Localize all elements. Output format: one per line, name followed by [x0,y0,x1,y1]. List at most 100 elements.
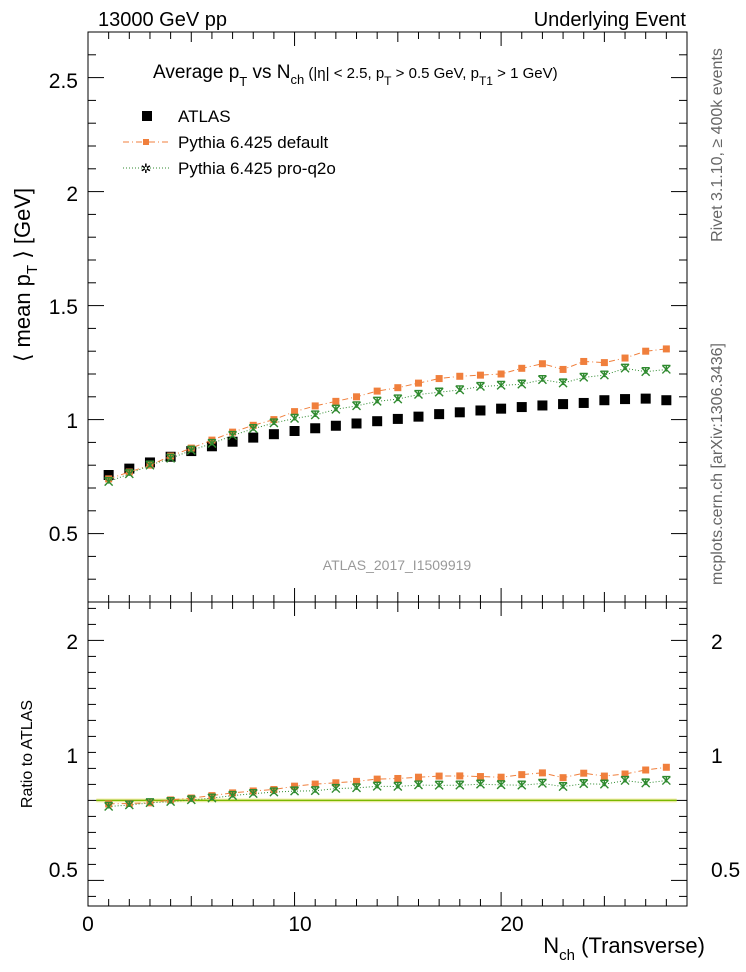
side-events-text: Rivet 3.1.10, ≥ 400k events [709,48,726,242]
data-point-pythia-6-425-default [497,773,505,781]
data-point-atlas [227,436,238,447]
data-point-pythia-6-425-default [311,402,319,410]
data-point-pythia-6-425-default [600,359,608,367]
data-point-pythia-6-425-default [476,773,484,781]
data-point-pythia-6-425-default [311,780,319,788]
data-point-pythia-6-425-pro-q2o [310,786,320,796]
data-point-pythia-6-425-pro-q2o [372,781,382,791]
data-point-atlas [640,393,651,404]
ratio-y-tick-label-right: 1 [711,745,723,768]
data-point-pythia-6-425-default [394,384,402,392]
data-point-pythia-6-425-pro-q2o [393,394,403,404]
data-point-pythia-6-425-pro-q2o [517,379,527,389]
ratio-y-tick-label: 1 [66,745,78,768]
data-point-pythia-6-425-default [394,774,402,782]
data-point-pythia-6-425-pro-q2o [620,363,630,373]
data-point-pythia-6-425-default [353,393,361,401]
data-point-pythia-6-425-default [291,782,299,790]
legend-marker-atlas [142,111,152,121]
data-point-pythia-6-425-pro-q2o [331,404,341,414]
ratio-plot-frame [87,601,688,907]
x-axis-title: Nch (Transverse) [543,933,705,964]
data-point-pythia-6-425-pro-q2o [290,413,300,423]
data-point-pythia-6-425-pro-q2o [455,780,465,790]
ratio-y-tick-label: 2 [66,631,78,654]
data-point-pythia-6-425-default [414,773,422,781]
x-tick-label: 10 [288,913,311,936]
data-point-pythia-6-425-pro-q2o [558,378,568,388]
data-point-pythia-6-425-pro-q2o [248,788,258,799]
main-y-tick-label: 2 [66,183,78,206]
data-point-atlas [392,413,403,424]
data-point-pythia-6-425-default [291,408,299,416]
data-point-atlas [434,409,445,420]
data-point-pythia-6-425-default [642,766,650,774]
data-point-atlas [372,416,383,427]
data-point-pythia-6-425-default [662,763,670,771]
x-tick-labels: 0 10 20 [82,913,524,936]
data-point-pythia-6-425-default [332,779,340,787]
data-point-pythia-6-425-pro-q2o [455,385,465,395]
x-tick-label: 20 [500,913,523,936]
data-point-pythia-6-425-pro-q2o [290,786,300,796]
data-point-atlas [103,470,114,481]
data-point-pythia-6-425-default [414,379,422,387]
ratio-y-tick-label-right: 0.5 [711,859,740,882]
header-left: 13000 GeV pp [98,9,227,31]
data-point-pythia-6-425-pro-q2o [434,387,444,397]
data-point-atlas [620,394,631,405]
plot-title: Average pT vs Nch (|η| < 2.5, pT > 0.5 G… [153,62,558,89]
legend-marker-proq2o: ✲ [141,161,152,176]
data-point-pythia-6-425-default [559,774,567,782]
data-point-pythia-6-425-default [642,347,650,355]
ratio-y-tick-label: 0.5 [49,859,78,882]
x-tick-label: 0 [82,913,94,936]
data-point-pythia-6-425-pro-q2o [207,793,217,803]
data-point-pythia-6-425-default [580,357,588,365]
data-point-atlas [330,420,341,431]
data-point-pythia-6-425-pro-q2o [558,781,568,792]
data-point-pythia-6-425-default [476,371,484,379]
data-point-pythia-6-425-default [662,345,670,353]
data-point-pythia-6-425-default [600,772,608,780]
data-point-atlas [289,426,300,436]
data-point-pythia-6-425-default [538,360,546,368]
legend-label-atlas: ATLAS [178,107,231,126]
data-point-pythia-6-425-pro-q2o [661,364,671,374]
data-point-pythia-6-425-pro-q2o [104,801,114,811]
data-point-pythia-6-425-pro-q2o [186,445,196,455]
data-point-pythia-6-425-default [497,370,505,378]
series-line-pythia-6-425-default [108,348,667,480]
data-point-pythia-6-425-default [435,375,443,383]
data-point-pythia-6-425-pro-q2o [599,779,609,789]
data-point-pythia-6-425-pro-q2o [166,796,176,807]
data-point-atlas [413,411,424,422]
data-point-pythia-6-425-pro-q2o [352,401,362,411]
data-point-pythia-6-425-pro-q2o [207,438,217,449]
data-point-pythia-6-425-pro-q2o [228,790,238,801]
side-source-text: mcplots.cern.ch [arXiv:1306.3436] [709,343,726,585]
ratio-axis-ticks [87,602,688,906]
data-point-pythia-6-425-pro-q2o [620,775,630,786]
data-point-pythia-6-425-default [621,770,629,778]
data-point-pythia-6-425-pro-q2o [166,453,176,463]
data-point-pythia-6-425-pro-q2o [186,795,196,805]
data-point-pythia-6-425-default [621,354,629,362]
data-point-atlas [248,432,259,443]
ratio-plot-data [104,763,671,811]
data-point-pythia-6-425-pro-q2o [269,787,279,797]
data-point-pythia-6-425-pro-q2o [124,800,134,810]
data-point-pythia-6-425-default [435,772,443,780]
main-y-tick-labels: 0.5 1 1.5 2 2.5 [49,70,78,546]
data-point-atlas [454,407,465,418]
data-point-atlas [599,395,610,406]
data-point-atlas [558,399,569,410]
data-point-pythia-6-425-pro-q2o [104,476,114,487]
data-point-atlas [496,403,507,414]
ratio-y-axis-title: Ratio to ATLAS [19,700,36,808]
data-point-atlas [661,395,672,406]
data-point-pythia-6-425-pro-q2o [393,781,403,791]
legend-label-proq2o: Pythia 6.425 pro-q2o [178,159,336,178]
data-point-pythia-6-425-pro-q2o [599,370,609,380]
